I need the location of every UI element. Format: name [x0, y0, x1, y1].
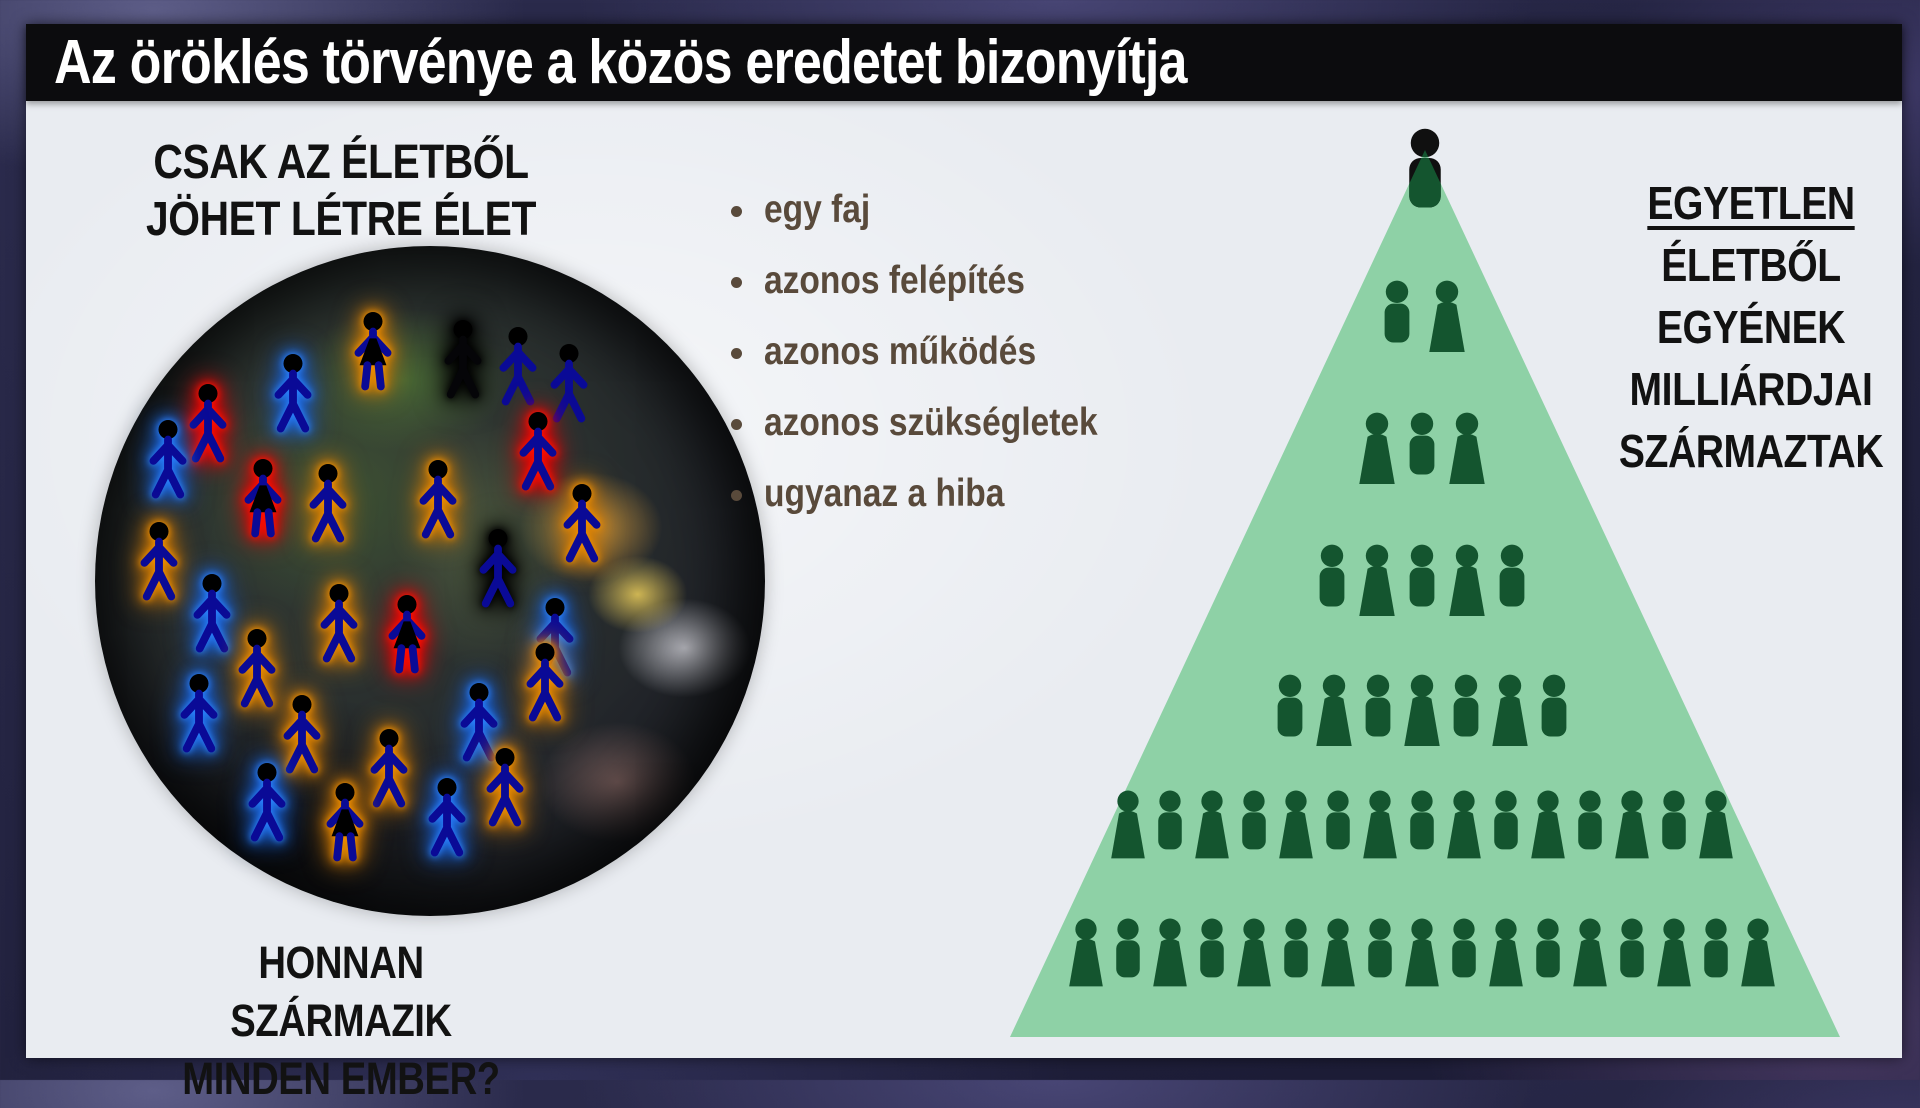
left-heading-line2: JÖHET LÉTRE ÉLET	[146, 193, 536, 246]
bullet-label: egy faj	[764, 187, 871, 231]
right-caption-line: SZÁRMAZTAK	[1618, 425, 1884, 477]
right-caption-line: ÉLETBŐL	[1661, 239, 1841, 291]
bullet-label: azonos felépítés	[764, 258, 1025, 302]
left-question-line1: HONNAN SZÁRMAZIK	[230, 937, 452, 1046]
bullet-dot-icon	[731, 490, 742, 501]
right-caption-line: EGYÉNEK	[1656, 301, 1846, 353]
right-caption-line: MILLIÁRDJAI	[1629, 363, 1873, 415]
earth-globe-illustration	[95, 246, 765, 916]
bullet-item: egy faj	[731, 174, 1152, 245]
bullet-item: azonos működés	[731, 316, 1152, 387]
right-caption: EGYETLEN ÉLETBŐL EGYÉNEK MILLIÁRDJAI SZÁRMAZ…	[1566, 172, 1920, 482]
bullet-dot-icon	[731, 206, 742, 217]
title-bar: Az öröklés törvénye a közös eredetet biz…	[26, 24, 1902, 101]
bullet-item: ugyanaz a hiba	[731, 458, 1152, 529]
right-caption-line: EGYETLEN	[1647, 177, 1855, 229]
bullet-list: egy faj azonos felépítés azonos működés azo…	[731, 174, 1152, 529]
slide-content-area: Az öröklés törvénye a közös eredetet biz…	[26, 24, 1902, 1104]
bullet-dot-icon	[731, 348, 742, 359]
bullet-label: ugyanaz a hiba	[764, 471, 1005, 515]
left-heading: CSAK AZ ÉLETBŐL JÖHET LÉTRE ÉLET	[111, 134, 571, 248]
slide-title: Az öröklés törvénye a közös eredetet biz…	[54, 28, 1188, 97]
bullet-item: azonos szükségletek	[731, 387, 1152, 458]
left-heading-line1: CSAK AZ ÉLETBŐL	[153, 136, 529, 189]
bullet-dot-icon	[731, 277, 742, 288]
descendants-pyramid-illustration	[1010, 128, 1840, 1037]
bullet-item: azonos felépítés	[731, 245, 1152, 316]
bullet-dot-icon	[731, 419, 742, 430]
bullet-label: azonos szükségletek	[764, 400, 1098, 444]
bullet-label: azonos működés	[764, 329, 1037, 373]
